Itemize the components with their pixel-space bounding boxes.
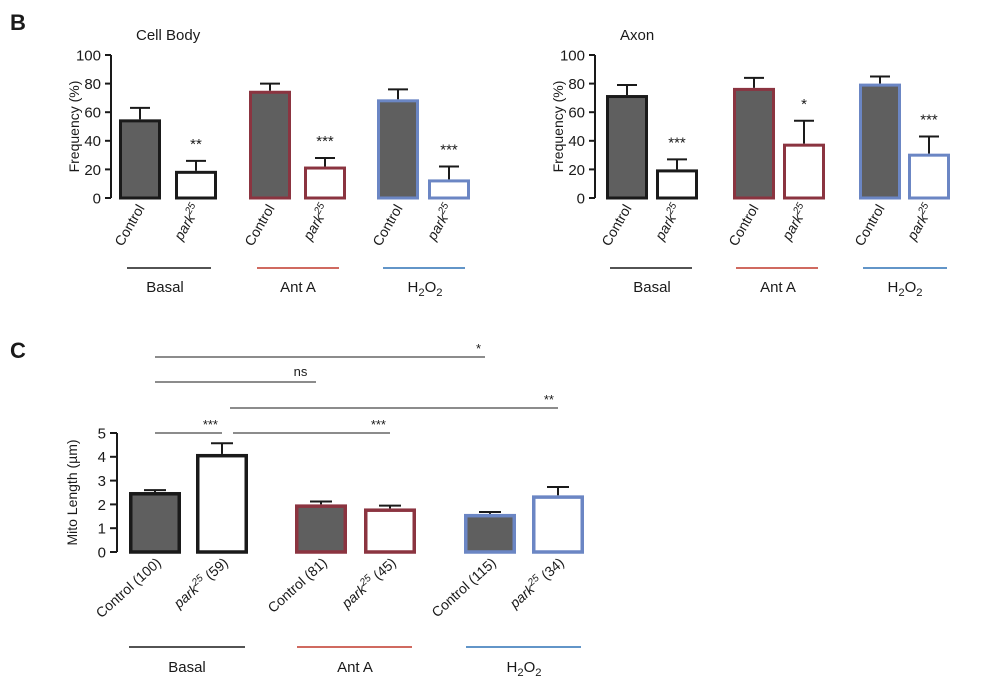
y-axis-label: Frequency (%)	[550, 81, 566, 173]
y-tick-label: 5	[98, 425, 106, 442]
bar-h2o2-park25	[532, 495, 584, 554]
bar-label: park25 (34)	[505, 554, 567, 612]
group-label-h2o2: H2O2	[887, 279, 922, 299]
y-tick-label: 60	[84, 105, 101, 122]
y-tick-label: 20	[84, 162, 101, 179]
comparison-label: **	[544, 392, 554, 407]
bar-h2o2-control	[377, 99, 419, 200]
bar-label: Control	[598, 202, 634, 249]
bar-anta-park25	[783, 143, 825, 200]
bar-anta-control	[295, 504, 347, 554]
bar-h2o2-control	[464, 513, 516, 554]
group-label-basal: Basal	[146, 279, 184, 296]
bar-label: Control (81)	[264, 554, 330, 615]
significance-label: *	[801, 96, 807, 113]
group-label-basal: Basal	[633, 279, 671, 296]
panel-label: C	[10, 338, 26, 363]
significance-label: ***	[316, 133, 334, 150]
bar-basal-park25	[175, 170, 217, 200]
group-label-anta: Ant A	[337, 659, 373, 676]
y-tick-label: 0	[577, 190, 585, 207]
panel-label: B	[10, 10, 26, 35]
bar-basal-park25	[196, 453, 248, 554]
bar-label: park25	[902, 201, 937, 244]
y-tick-label: 4	[98, 449, 106, 466]
bar-anta-control	[733, 87, 775, 200]
bar-label: Control	[241, 202, 277, 249]
bar-h2o2-park25	[428, 179, 470, 200]
y-tick-label: 100	[76, 47, 101, 64]
comparison-label: ***	[203, 417, 218, 432]
group-label-h2o2: H2O2	[407, 279, 442, 299]
bar-label: Control (115)	[428, 554, 499, 620]
bar-label: Control (100)	[93, 554, 164, 621]
bar-label: park25	[650, 201, 685, 244]
chart-title: Cell Body	[136, 27, 201, 44]
bar-label: park25	[422, 201, 457, 244]
group-label-basal: Basal	[168, 659, 206, 676]
y-tick-label: 0	[98, 544, 106, 561]
bar-label: park25	[169, 201, 204, 244]
y-tick-label: 2	[98, 497, 106, 514]
bar-h2o2-park25	[908, 153, 950, 200]
y-tick-label: 1	[98, 521, 106, 538]
comparison-label: ns	[294, 364, 308, 379]
bar-h2o2-control	[859, 83, 901, 200]
bar-label: Control	[369, 202, 405, 249]
significance-label: ***	[920, 112, 938, 129]
comparison-label: *	[476, 341, 481, 356]
bar-label: park25	[298, 201, 333, 244]
bar-basal-control	[129, 492, 181, 554]
bar-label: park25 (59)	[169, 554, 231, 612]
y-tick-label: 20	[568, 162, 585, 179]
significance-label: ***	[440, 142, 458, 159]
chart-cell-body: B Cell Body 0 20 40 60 80 100 Frequency (%) Contr…	[10, 10, 470, 299]
y-tick-label: 3	[98, 473, 106, 490]
bar-label: park25 (45)	[337, 554, 399, 612]
bar-anta-park25	[364, 508, 416, 554]
bar-basal-park25	[656, 169, 698, 200]
y-tick-label: 60	[568, 105, 585, 122]
y-tick-label: 80	[568, 76, 585, 93]
bar-label: Control	[851, 202, 887, 249]
group-label-anta: Ant A	[760, 279, 796, 296]
bar-label: Control	[725, 202, 761, 249]
y-tick-label: 40	[84, 133, 101, 150]
bar-label: Control	[111, 202, 147, 249]
group-label-anta: Ant A	[280, 279, 316, 296]
bar-anta-control	[249, 90, 291, 200]
y-axis-label: Frequency (%)	[66, 81, 82, 173]
bar-label: park25	[777, 201, 812, 244]
group-label-h2o2: H2O2	[506, 659, 541, 679]
y-tick-label: 40	[568, 133, 585, 150]
y-tick-label: 100	[560, 47, 585, 64]
bar-basal-control	[119, 119, 161, 200]
comparison-label: ***	[371, 417, 386, 432]
significance-label: ***	[668, 134, 686, 151]
bar-basal-control	[606, 95, 648, 200]
y-axis-label: Mito Length (µm)	[64, 439, 80, 545]
bar-anta-park25	[304, 166, 346, 200]
chart-axon: Axon 0 20 40 60 80 100 Frequency (%) Control *** p…	[550, 27, 950, 299]
y-tick-label: 80	[84, 76, 101, 93]
y-tick-label: 0	[93, 190, 101, 207]
significance-label: **	[190, 136, 202, 153]
chart-title: Axon	[620, 27, 654, 44]
